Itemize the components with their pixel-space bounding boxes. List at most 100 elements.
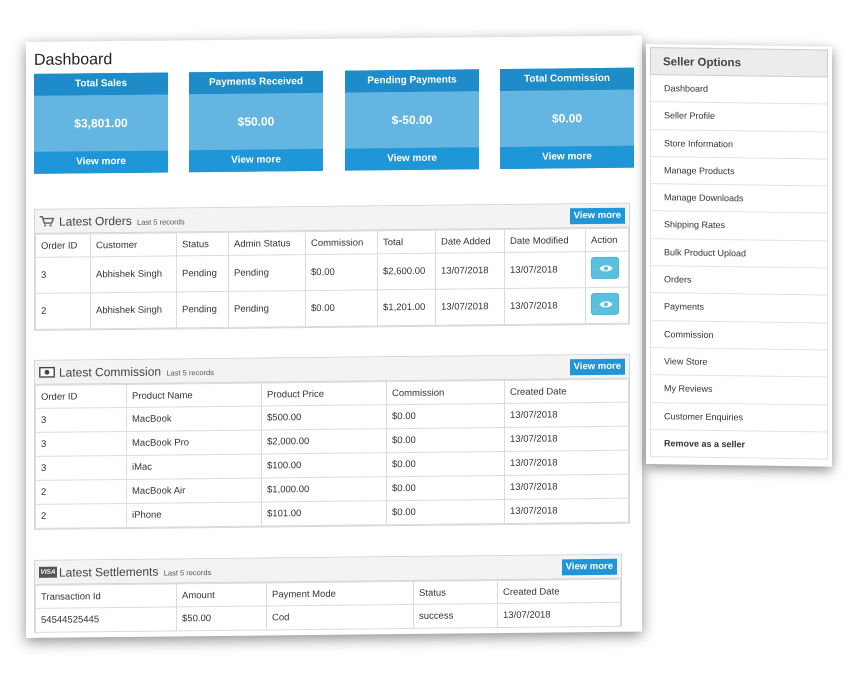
stat-value: $0.00 — [500, 89, 634, 148]
cell: 13/07/2018 — [497, 602, 621, 628]
sidebar-item-orders[interactable]: Orders — [651, 266, 827, 296]
cell: 3 — [35, 256, 91, 294]
stat-label: Total Commission — [500, 67, 634, 92]
panel-title-text: Latest Settlements — [59, 564, 159, 580]
sidebar-item-shipping-rates[interactable]: Shipping Rates — [651, 211, 827, 242]
panel-subtitle: Last 5 records — [166, 368, 214, 378]
view-order-button[interactable] — [591, 292, 619, 316]
view-more-link[interactable]: View more — [189, 148, 323, 173]
panel-title: Latest Orders Last 5 records — [59, 213, 185, 229]
sidebar-item-view-store[interactable]: View Store — [651, 348, 827, 378]
cell: $0.00 — [386, 451, 505, 477]
seller-options-sidebar: Seller Options Dashboard Seller Profile … — [646, 44, 832, 467]
orders-table: Order ID Customer Status Admin Status Co… — [35, 228, 629, 330]
column-header: Commission — [386, 380, 505, 405]
sidebar-menu: Dashboard Seller Profile Store Informati… — [650, 75, 828, 460]
sidebar-item-manage-products[interactable]: Manage Products — [651, 156, 827, 187]
view-more-button[interactable]: View more — [569, 207, 625, 225]
column-header: Customer — [90, 232, 177, 257]
cell: 2 — [35, 292, 91, 330]
view-more-link[interactable]: View more — [500, 145, 634, 170]
cell: MacBook Pro — [126, 430, 262, 456]
column-header: Amount — [176, 582, 267, 607]
column-header: Total — [377, 230, 436, 254]
sidebar-item-payments[interactable]: Payments — [651, 293, 827, 324]
cell: MacBook — [126, 406, 262, 432]
column-header: Transaction Id — [35, 583, 177, 609]
view-more-button[interactable]: View more — [561, 558, 617, 576]
column-header: Status — [413, 580, 498, 605]
stat-label: Total Sales — [34, 72, 168, 96]
column-header: Commission — [305, 230, 378, 255]
panel-subtitle: Last 5 records — [163, 568, 212, 578]
column-header: Payment Mode — [266, 581, 414, 606]
cell: $1,000.00 — [261, 476, 387, 503]
money-icon — [39, 366, 55, 378]
column-header: Order ID — [35, 384, 127, 409]
cell: $1,201.00 — [377, 289, 436, 326]
latest-settlements-panel: VISA Latest Settlements Last 5 records V… — [34, 553, 622, 633]
cart-icon — [39, 216, 55, 227]
sidebar-item-bulk-product-upload[interactable]: Bulk Product Upload — [651, 238, 827, 269]
cell: iPhone — [126, 502, 262, 528]
cell: $0.00 — [386, 403, 505, 429]
panel-header: Latest Commission Last 5 records View mo… — [35, 354, 629, 385]
cell: Abhishek Singh — [90, 291, 177, 329]
sidebar-item-dashboard[interactable]: Dashboard — [651, 75, 827, 105]
stat-card-pending-payments: Pending Payments $-50.00 View more — [345, 69, 479, 171]
stat-card-total-commission: Total Commission $0.00 View more — [500, 67, 634, 170]
cell: $2,600.00 — [377, 253, 436, 290]
sidebar-item-manage-downloads[interactable]: Manage Downloads — [651, 184, 827, 215]
cell: 13/07/2018 — [504, 426, 629, 452]
column-header: Date Modified — [504, 228, 586, 253]
sidebar-title: Seller Options — [650, 47, 828, 78]
cell: iMac — [126, 454, 262, 480]
dashboard-page: Dashboard Total Sales $3,801.00 View mor… — [26, 35, 642, 639]
cell: Abhishek Singh — [90, 255, 177, 293]
cell: $0.00 — [386, 499, 505, 525]
view-more-link[interactable]: View more — [34, 150, 168, 174]
cell: 13/07/2018 — [504, 287, 586, 325]
eye-icon — [599, 301, 613, 308]
cell: MacBook Air — [126, 478, 262, 504]
cell: 2 — [35, 503, 127, 529]
cell: $100.00 — [261, 452, 387, 479]
cell: 3 — [35, 407, 127, 433]
view-more-link[interactable]: View more — [345, 147, 479, 171]
cell: 13/07/2018 — [504, 402, 629, 428]
sidebar-item-my-reviews[interactable]: My Reviews — [651, 375, 827, 406]
table-row: 2 iPhone $101.00 $0.00 13/07/2018 — [35, 498, 629, 529]
view-order-button[interactable] — [591, 256, 619, 280]
column-header: Order ID — [35, 233, 91, 258]
latest-commission-panel: Latest Commission Last 5 records View mo… — [34, 353, 630, 530]
sidebar-item-seller-profile[interactable]: Seller Profile — [651, 102, 827, 133]
eye-icon — [599, 265, 613, 272]
cell: $101.00 — [261, 500, 387, 527]
action-cell — [585, 287, 629, 324]
cell: success — [413, 603, 498, 629]
column-header: Created Date — [504, 379, 629, 404]
column-header: Admin Status — [228, 231, 306, 256]
cell: 13/07/2018 — [504, 498, 629, 524]
cell: Pending — [228, 290, 306, 328]
sidebar-item-customer-enquiries[interactable]: Customer Enquiries — [651, 402, 827, 433]
sidebar-item-commission[interactable]: Commission — [651, 320, 827, 351]
cell: 13/07/2018 — [435, 288, 505, 326]
panel-header: Latest Orders Last 5 records View more — [35, 203, 629, 234]
cell: $50.00 — [176, 605, 267, 631]
view-more-button[interactable]: View more — [569, 358, 625, 376]
panel-subtitle: Last 5 records — [137, 217, 185, 227]
column-header: Date Added — [435, 229, 505, 254]
cell: 13/07/2018 — [504, 474, 629, 500]
sidebar-item-remove-as-seller[interactable]: Remove as a seller — [651, 429, 827, 460]
stat-card-total-sales: Total Sales $3,801.00 View more — [34, 72, 168, 174]
sidebar-item-store-information[interactable]: Store Information — [651, 129, 827, 160]
stat-value: $-50.00 — [345, 91, 479, 149]
stat-card-payments-received: Payments Received $50.00 View more — [189, 70, 323, 173]
cell: 13/07/2018 — [504, 251, 586, 289]
cell: $500.00 — [261, 404, 387, 431]
latest-orders-panel: Latest Orders Last 5 records View more O… — [34, 202, 630, 331]
commission-table: Order ID Product Name Product Price Comm… — [35, 379, 629, 529]
cell: $0.00 — [305, 253, 378, 291]
cell: 2 — [35, 479, 127, 505]
